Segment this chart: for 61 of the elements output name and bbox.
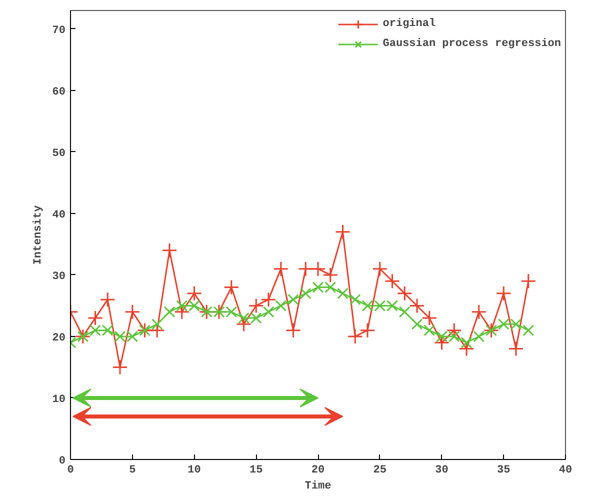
x-tick-label: 25: [373, 464, 387, 476]
point: [298, 261, 314, 277]
point: [335, 224, 350, 240]
y-tick-label: 40: [52, 209, 66, 222]
point: [520, 273, 536, 289]
y-tick-label: 60: [52, 86, 66, 98]
point: [310, 261, 326, 277]
point: [275, 300, 287, 312]
point: [286, 322, 301, 338]
point: [384, 273, 400, 289]
point: [347, 328, 363, 344]
x-tick-label: 30: [435, 464, 448, 476]
x-tick-label: 20: [311, 464, 325, 476]
x-tick-label: 35: [497, 464, 511, 476]
point: [322, 267, 338, 283]
point: [88, 310, 103, 326]
x-tick-label: 40: [558, 464, 572, 476]
point: [337, 288, 348, 300]
point: [471, 304, 487, 320]
point: [360, 322, 376, 338]
point: [396, 286, 412, 302]
x-axis-title: Time: [304, 480, 332, 492]
point: [151, 318, 163, 330]
point: [411, 318, 423, 330]
point: [262, 306, 274, 318]
point: [508, 341, 524, 357]
y-axis-title: Intensity: [32, 204, 44, 265]
point: [300, 288, 312, 300]
point: [248, 298, 264, 314]
point: [162, 242, 178, 258]
x-tick-label: 15: [250, 464, 264, 476]
point: [424, 324, 436, 336]
y-tick-label: 10: [52, 394, 66, 406]
point: [164, 306, 176, 318]
point: [260, 292, 276, 308]
point: [112, 359, 128, 375]
point: [186, 286, 202, 302]
y-tick-label: 50: [52, 148, 66, 160]
legend-label: Gaussian process regression: [382, 38, 561, 50]
point: [273, 261, 289, 277]
x-tick-label: 5: [129, 464, 136, 476]
y-tick-label: 70: [52, 24, 66, 37]
x-tick-label: 0: [67, 464, 74, 476]
point: [409, 298, 425, 314]
point: [124, 304, 140, 320]
x-tick-label: 10: [188, 464, 201, 476]
point: [349, 294, 361, 306]
point: [224, 280, 240, 296]
point: [522, 324, 534, 336]
y-tick-label: 20: [52, 332, 66, 344]
point: [473, 330, 485, 342]
point: [372, 261, 388, 277]
point: [460, 336, 472, 348]
point: [496, 286, 512, 302]
point: [100, 292, 116, 308]
point: [398, 306, 410, 318]
point: [422, 310, 438, 326]
point: [288, 294, 299, 306]
y-tick-label: 0: [58, 456, 66, 468]
legend-label: original: [382, 18, 436, 30]
y-tick-label: 30: [52, 270, 66, 283]
